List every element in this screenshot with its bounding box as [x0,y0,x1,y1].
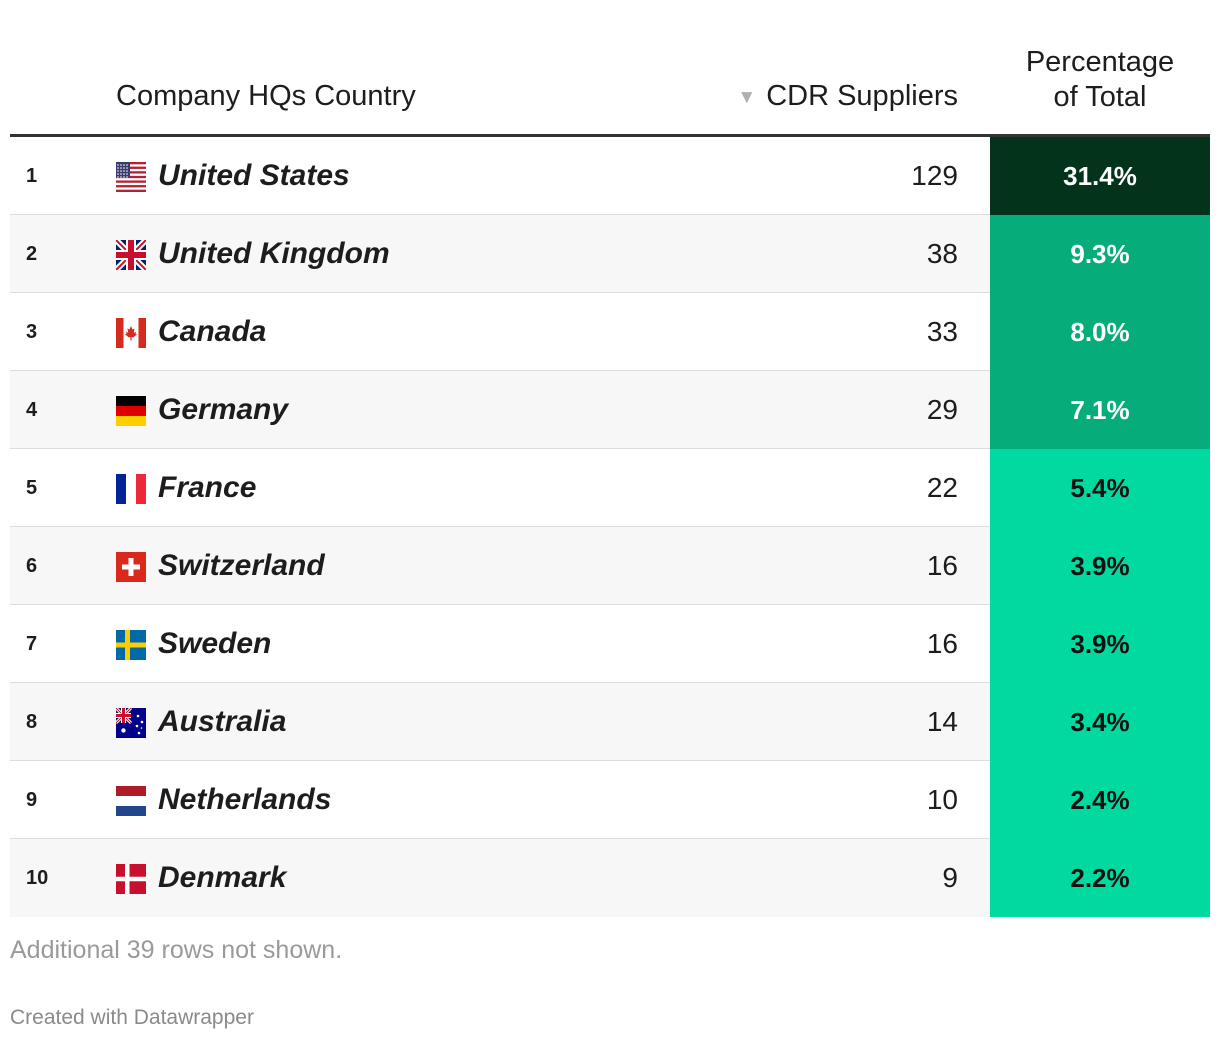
supplier-count: 129 [911,160,958,191]
table-row: 1 United States 129 31.4% [10,137,1210,215]
percentage-cell: 5.4% [990,449,1210,527]
table-row: 8 Australia 14 3.4% [10,683,1210,761]
country-name: Germany [158,393,289,426]
table-row: 6 Switzerland 16 3.9% [10,527,1210,605]
row-rank: 5 [26,477,38,499]
datawrapper-credit[interactable]: Created with Datawrapper [10,1006,254,1029]
country-name: France [158,471,257,504]
sort-descending-icon: ▼ [737,87,757,108]
supplier-count: 10 [926,784,958,815]
supplier-count: 22 [926,472,958,503]
column-header-percentage-line1: Percentage [1025,46,1175,78]
flag-switzerland-icon [116,552,146,582]
percentage-cell: 7.1% [990,371,1210,449]
table-row: 4 Germany 29 7.1% [10,371,1210,449]
country-name: Canada [158,315,267,348]
country-name: Denmark [158,861,287,894]
flag-denmark-icon [116,864,146,894]
table-row: 10 Denmark 9 2.2% [10,839,1210,917]
row-rank: 1 [26,165,38,187]
country-name: Australia [158,705,287,738]
row-rank: 4 [26,399,38,421]
supplier-count: 16 [926,628,958,659]
supplier-count: 16 [926,550,958,581]
row-rank: 9 [26,789,38,811]
percentage-cell: 8.0% [990,293,1210,371]
percentage-cell: 2.4% [990,761,1210,839]
data-table: Company HQs Country ▼ CDR Suppliers Perce… [10,0,1210,917]
column-header-country[interactable]: Company HQs Country [116,80,416,112]
percentage-cell: 3.4% [990,683,1210,761]
flag-netherlands-icon [116,786,146,816]
flag-us-icon [116,162,146,192]
row-rank: 6 [26,555,38,577]
row-rank: 7 [26,633,38,655]
table-row: 7 Sweden 16 3.9% [10,605,1210,683]
percentage-cell: 3.9% [990,527,1210,605]
row-rank: 10 [26,867,49,889]
country-name: United Kingdom [158,237,390,270]
supplier-count: 29 [926,394,958,425]
country-name: Netherlands [158,783,332,816]
supplier-count: 33 [926,316,958,347]
flag-france-icon [116,474,146,504]
table-header: Company HQs Country ▼ CDR Suppliers Perce… [10,0,1210,137]
supplier-count: 38 [926,238,958,269]
flag-sweden-icon [116,630,146,660]
percentage-cell: 31.4% [990,137,1210,215]
column-header-percentage-line2: of Total [1053,81,1147,113]
row-rank: 2 [26,243,38,265]
supplier-count: 9 [942,862,958,893]
flag-germany-icon [116,396,146,426]
hidden-rows-note[interactable]: Additional 39 rows not shown. [10,936,343,964]
flag-canada-icon [116,318,146,348]
percentage-cell: 2.2% [990,839,1210,917]
table-row: 2 United Kingdom 38 9.3% [10,215,1210,293]
supplier-count: 14 [926,706,958,737]
column-header-suppliers-label: CDR Suppliers [766,80,958,112]
flag-australia-icon [114,706,146,738]
row-rank: 3 [26,321,38,343]
country-name: Switzerland [158,549,325,582]
country-name: United States [158,159,350,192]
column-header-percentage[interactable]: Percentage of Total [990,45,1210,115]
country-name: Sweden [158,627,272,660]
column-header-suppliers[interactable]: ▼ CDR Suppliers [737,80,958,113]
row-rank: 8 [26,711,38,733]
table-row: 3 Canada 33 8.0% [10,293,1210,371]
percentage-cell: 9.3% [990,215,1210,293]
table-row: 5 France 22 5.4% [10,449,1210,527]
table-body: 1 United States 129 31.4% 2 United Kingdom 38 9… [10,137,1210,917]
percentage-cell: 3.9% [990,605,1210,683]
flag-uk-icon [113,237,149,273]
table-row: 9 Netherlands 10 2.4% [10,761,1210,839]
